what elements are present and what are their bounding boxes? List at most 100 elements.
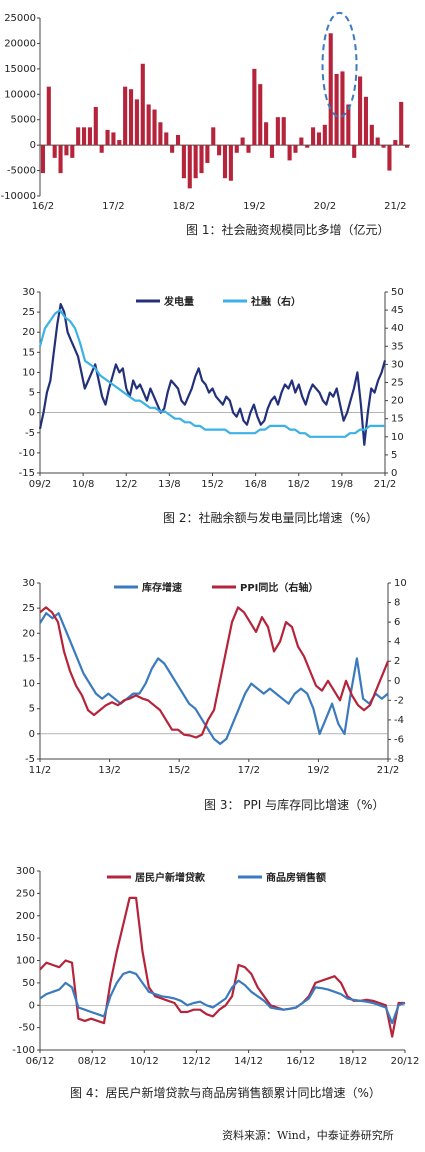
fig1-bar-62 [405,145,410,148]
fig1-bar-4 [64,145,69,156]
fig1-bar-10 [99,145,104,153]
fig1-bar-41 [281,117,286,146]
fig1-bar-47 [316,132,322,146]
fig3-series-line-1 [39,606,390,739]
fig1-bar-22 [170,145,175,153]
fig4-xtick-label-1: 08/12 [78,1056,107,1067]
fig1-bar-42 [287,145,292,161]
fig3-ytick-label-1: 0 [29,729,35,740]
fig2-power-vs-financing-chart: -15 -10 -5 0 5 10 15 20 25 30 0 5 10 15 20 25 30 35 40 45 50… [19,287,404,490]
fig2-xtick-label-6: 18/2 [288,479,310,490]
fig1-bar-36 [252,68,257,146]
fig2-ytick-label-5: 10 [22,367,35,378]
fig1-bar-30 [217,145,222,156]
fig3-legend-label-1: PPI同比（右轴） [240,581,318,594]
fig1-bar-11 [105,129,110,146]
fig3-ytick-label-6: 25 [22,603,35,614]
fig3-y2tick-label-0: -8 [394,754,404,765]
fig2-ytick-label-0: -15 [19,468,35,479]
fig1-caption: 图 1：社会融资规模同比多增（亿元） [186,223,390,237]
fig2-ytick-label-8: 25 [22,307,35,318]
fig1-bar-49 [328,33,333,146]
fig3-y2tick-label-5: 2 [394,656,400,667]
fig3-ytick-label-0: -5 [25,754,35,765]
fig2-caption: 图 2：社融余额与发电量同比增速（%） [163,511,378,525]
fig2-series-line-0 [38,303,387,446]
fig2-ytick-label-7: 20 [22,327,35,338]
fig4-xtick-label-0: 06/12 [26,1056,55,1067]
fig1-bar-29 [211,127,216,146]
fig4-xtick-label-3: 12/12 [182,1056,211,1067]
fig4-ytick-label-2: 0 [29,1000,35,1011]
fig1-bar-39 [269,145,275,158]
fig1-highlight-ellipse [321,11,358,118]
fig2-xtick-label-1: 10/8 [72,479,94,490]
fig1-xtick-label-1: 17/2 [102,201,124,212]
fig1-bar-32 [228,145,233,181]
fig1-bar-37 [258,84,263,146]
fig1-bar-52 [346,104,351,146]
fig3-legend-label-0: 库存增速 [142,581,182,594]
fig1-bar-15 [128,89,134,146]
fig3-y2tick-label-7: 6 [394,617,400,628]
fig3-ytick-label-5: 20 [22,628,35,639]
fig4-xtick-label-4: 14/12 [234,1056,263,1067]
fig3-caption: 图 3： PPI 与库存同比增速（%） [204,798,385,812]
fig1-bar-31 [222,145,228,179]
fig2-xtick-label-8: 21/2 [374,479,396,490]
fig3-xtick-label-2: 15/2 [168,765,190,776]
fig1-bar-53 [352,145,357,158]
fig2-y2tick-label-9: 45 [391,305,404,316]
fig4-series-line-1 [39,970,406,1025]
fig3-y2tick-label-1: -6 [394,734,404,745]
fig1-ytick-label-0: -10000 [1,191,36,202]
fig1-bar-7 [81,127,87,146]
fig3-y2tick-label-2: -4 [394,715,404,726]
fig1-bar-45 [305,145,310,148]
source-note: 资料来源：Wind，中泰证券研究所 [222,1129,394,1142]
fig4-legend-label-0: 居民户新增贷款 [135,871,206,884]
fig1-bar-14 [123,86,128,146]
fig4-ytick-label-0: -100 [12,1045,35,1056]
fig4-legend-label-1: 商品房销售额 [266,871,326,884]
fig1-bar-51 [340,71,345,146]
fig1-bar-54 [358,76,363,146]
fig1-ytick-label-4: 10000 [4,89,36,100]
fig2-ytick-label-4: 5 [29,388,35,399]
fig2-y2tick-label-6: 30 [391,359,404,370]
fig1-bar-0 [40,145,45,174]
fig3-y2tick-label-8: 8 [394,598,400,609]
fig2-y2tick-label-1: 5 [391,450,397,461]
fig2-y2tick-label-3: 15 [391,414,404,425]
fig4-ytick-label-4: 100 [16,956,35,967]
fig1-bar-48 [322,124,327,146]
fig1-bar-3 [58,145,63,174]
fig3-xtick-label-4: 19/2 [307,765,329,776]
fig1-bar-18 [146,104,151,146]
fig1-xtick-label-5: 21/2 [384,201,406,212]
fig1-bar-20 [158,122,163,146]
fig4-ytick-label-5: 150 [16,933,35,944]
fig3-ppi-vs-inventory-chart: -5 0 5 10 15 20 25 30 -8 -6 -4 -2 0 2 4 6 8 10 11/2 13/2 15/… [22,578,406,776]
fig1-bar-1 [46,86,51,146]
fig1-bar-28 [205,145,210,163]
fig1-bar-27 [199,145,204,174]
fig1-bar-23 [175,134,181,146]
fig1-bar-6 [76,127,81,146]
fig1-bar-16 [134,99,139,146]
fig1-ytick-label-5: 15000 [4,64,36,75]
fig1-bar-5 [70,145,75,158]
fig3-xtick-label-3: 17/2 [238,765,260,776]
fig3-xtick-label-0: 11/2 [29,765,51,776]
fig3-xtick-label-1: 13/2 [98,765,120,776]
fig3-ytick-label-4: 15 [22,653,35,664]
fig1-bar-40 [275,117,280,146]
fig2-series-line-1 [38,309,385,438]
fig2-ytick-label-3: 0 [29,408,35,419]
fig2-y2tick-label-5: 25 [391,378,404,389]
fig3-ytick-label-3: 10 [22,679,35,690]
fig3-xtick-label-5: 21/2 [377,765,399,776]
fig4-loan-vs-sales-chart: -100 -50 0 50 100 150 200 250 300 06/12 08/12 10/12… [12,866,419,1067]
fig1-bar-59 [387,145,392,171]
fig1-xtick-label-3: 19/2 [243,201,265,212]
